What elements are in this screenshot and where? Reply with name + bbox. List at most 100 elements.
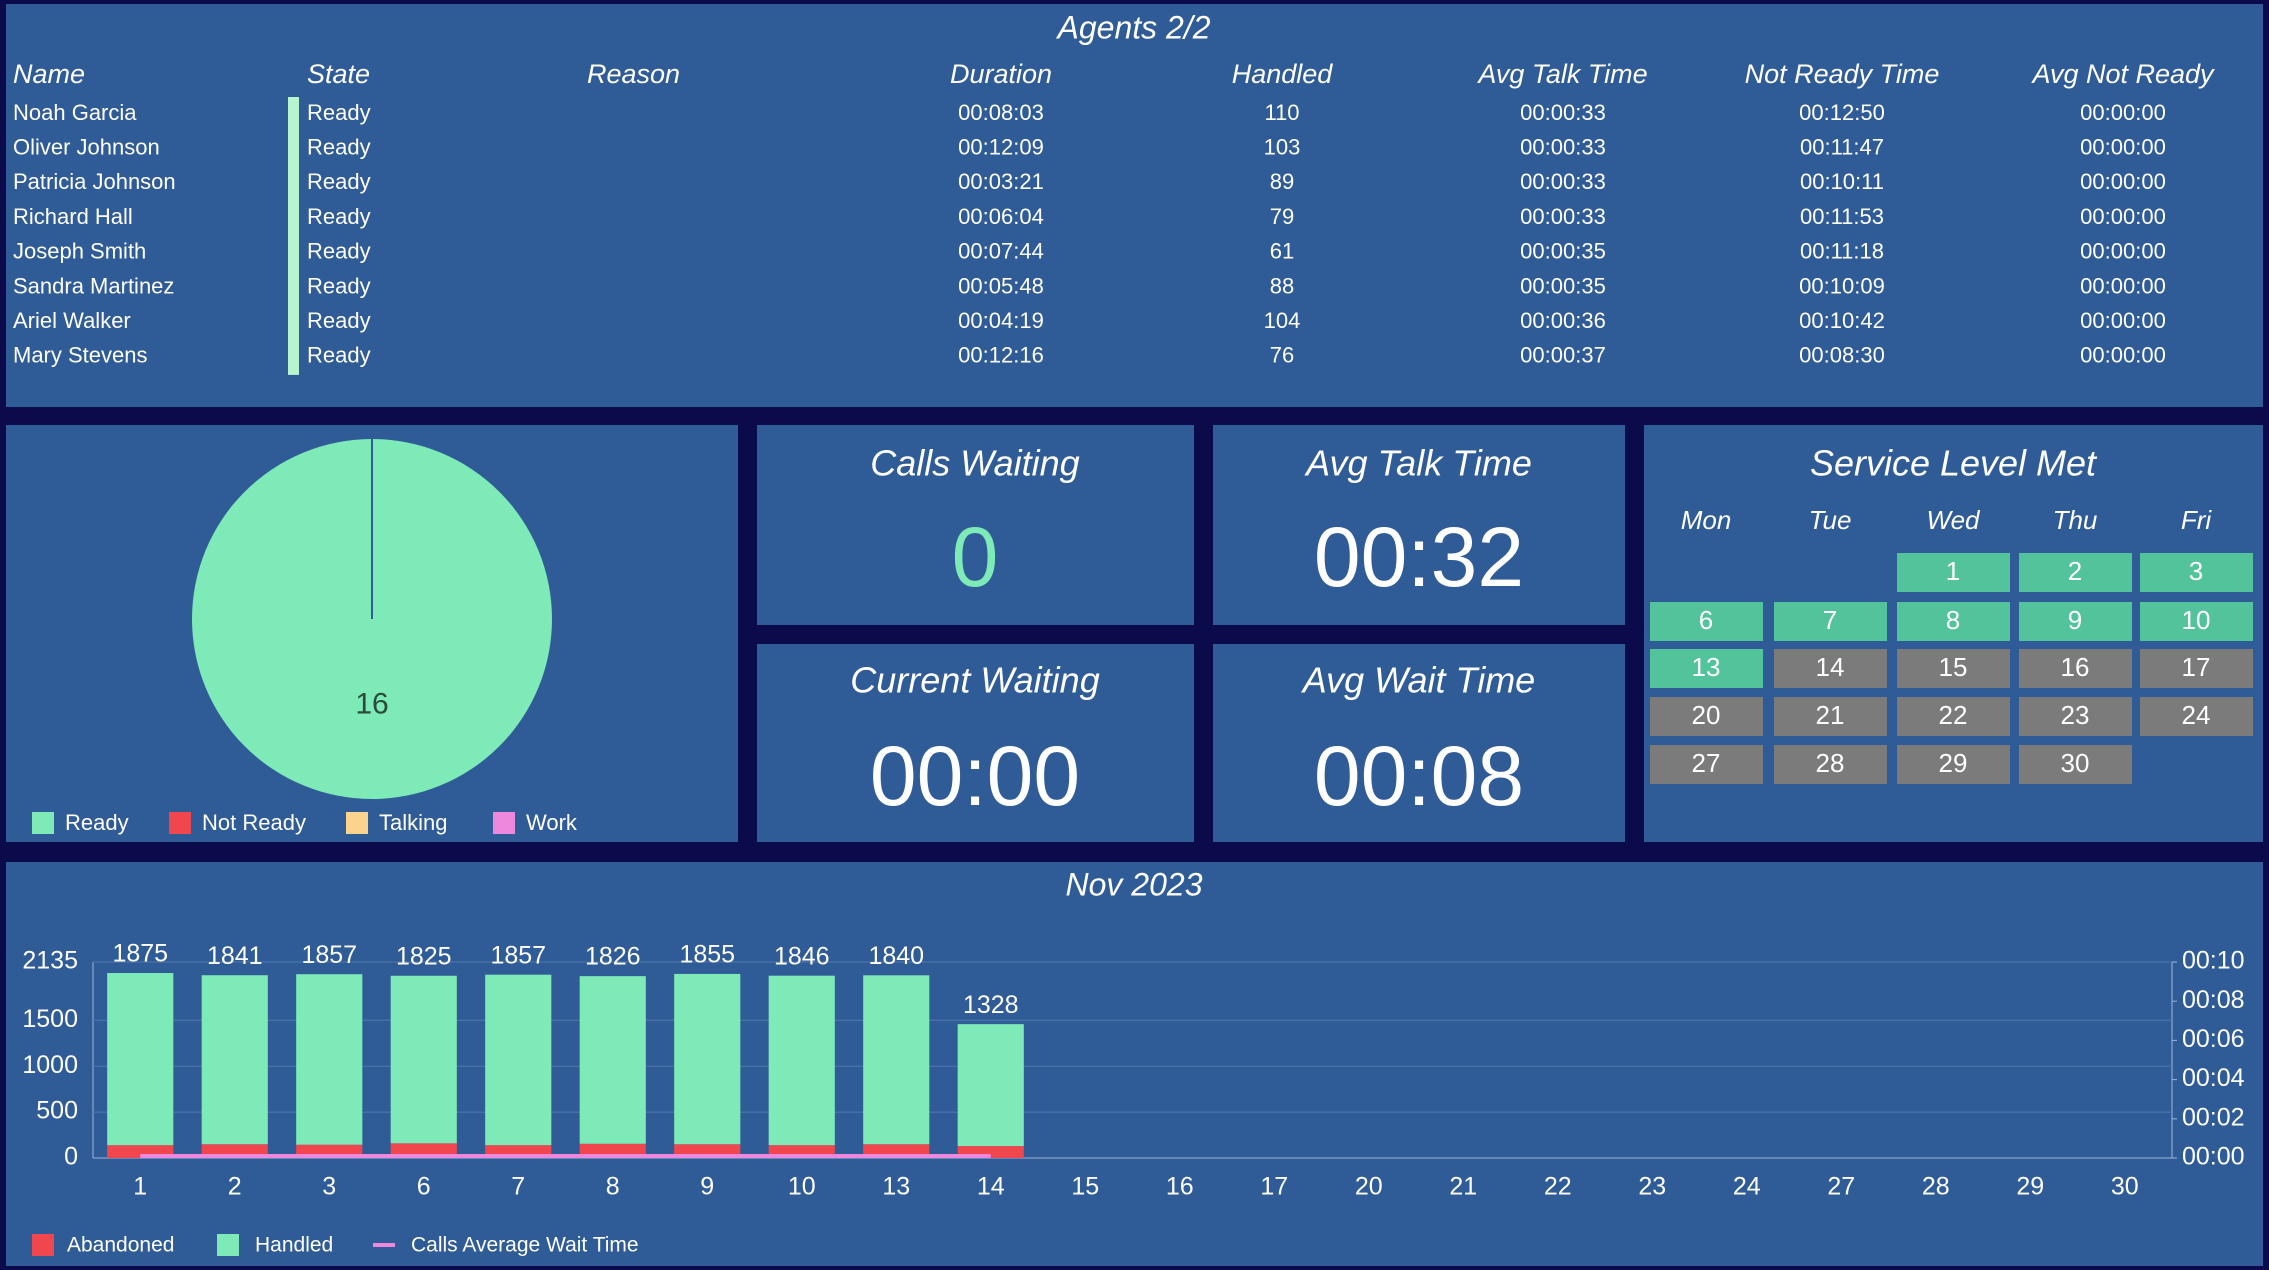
- column-header: Not Ready Time: [1745, 59, 1940, 89]
- cell: Noah Garcia: [13, 100, 137, 125]
- cell: 00:00:00: [2080, 204, 2166, 229]
- legend-swatch: [32, 1234, 54, 1256]
- cell: 76: [1270, 343, 1294, 368]
- day-number: 10: [2182, 605, 2211, 635]
- state-indicator: [288, 201, 299, 237]
- day-number: 27: [1692, 748, 1721, 778]
- cell: 00:00:00: [2080, 100, 2166, 125]
- cell: 00:12:16: [958, 343, 1044, 368]
- bar-segment: [957, 1146, 1024, 1158]
- cell: 00:11:18: [1800, 239, 1884, 264]
- day-number: 20: [1692, 700, 1721, 730]
- cell: 00:00:00: [2080, 135, 2166, 160]
- y-tick-label: 2135: [22, 947, 78, 975]
- tile-title: Avg Wait Time: [1301, 660, 1535, 701]
- cell: Joseph Smith: [13, 239, 146, 264]
- cell: 00:00:35: [1520, 273, 1606, 298]
- legend-swatch: [346, 812, 368, 834]
- day-number: 21: [1816, 700, 1845, 730]
- legend-label: Ready: [65, 810, 129, 835]
- column-header: State: [307, 59, 370, 89]
- cell: Ready: [307, 273, 371, 298]
- chart-panel: [6, 862, 2263, 1266]
- legend-swatch: [217, 1234, 239, 1256]
- y-tick-label: 1500: [22, 1005, 78, 1033]
- weekday: Fri: [2181, 505, 2213, 535]
- cell: Oliver Johnson: [13, 135, 160, 160]
- day-number: 15: [1939, 652, 1968, 682]
- calendar-day: [1897, 602, 2010, 641]
- state-indicator: [288, 270, 299, 306]
- bar-segment: [296, 974, 363, 1145]
- value-label: 1855: [679, 941, 735, 969]
- y-tick-label: 1000: [22, 1051, 78, 1079]
- cell: Ready: [307, 169, 371, 194]
- calendar-day: [1774, 602, 1887, 641]
- day-number: 2: [2068, 556, 2082, 586]
- calendar-day: [1774, 649, 1887, 688]
- cell: 00:10:09: [1799, 273, 1885, 298]
- value-label: 1846: [774, 942, 830, 970]
- day-number: 6: [1699, 605, 1713, 635]
- cell: 88: [1270, 273, 1294, 298]
- day-number: 13: [1692, 652, 1721, 682]
- x-tick-label: 14: [977, 1173, 1005, 1201]
- cell: 00:00:35: [1520, 239, 1606, 264]
- value-label: 1825: [396, 942, 452, 970]
- value-label: 1857: [301, 941, 357, 969]
- cell: Ready: [307, 135, 371, 160]
- calendar-day: [1650, 697, 1763, 736]
- cell: 00:00:36: [1520, 308, 1606, 333]
- cell: 00:00:33: [1520, 169, 1606, 194]
- y2-tick-label: 00:06: [2182, 1025, 2245, 1053]
- value-label: 1857: [490, 941, 546, 969]
- x-tick-label: 20: [1355, 1173, 1383, 1201]
- legend-label: Talking: [379, 810, 447, 835]
- x-tick-label: 16: [1166, 1173, 1194, 1201]
- calendar-day: [1774, 697, 1887, 736]
- x-tick-label: 28: [1922, 1173, 1950, 1201]
- tile-value: 00:08: [1314, 729, 1524, 823]
- cell: 00:12:09: [958, 135, 1044, 160]
- bar-segment: [768, 975, 835, 1146]
- day-number: 22: [1939, 700, 1968, 730]
- day-number: 30: [2061, 748, 2090, 778]
- legend-label: Abandoned: [67, 1234, 174, 1257]
- calendar-day: [1650, 602, 1763, 641]
- calendar-day: [2140, 697, 2253, 736]
- day-number: 14: [1816, 652, 1845, 682]
- cell: Mary Stevens: [13, 343, 148, 368]
- chart-title: Nov 2023: [1066, 866, 1203, 902]
- cell: 104: [1264, 308, 1301, 333]
- cell: 00:11:47: [1800, 135, 1884, 160]
- x-tick-label: 8: [606, 1173, 620, 1201]
- cell: 00:00:00: [2080, 273, 2166, 298]
- bar-segment: [107, 973, 174, 1146]
- tile-title: Avg Talk Time: [1304, 443, 1532, 484]
- x-tick-label: 3: [322, 1173, 336, 1201]
- calendar-title: Service Level Met: [1810, 443, 2098, 484]
- column-header: Avg Talk Time: [1476, 59, 1647, 89]
- legend-label: Work: [526, 810, 578, 835]
- x-tick-label: 17: [1260, 1173, 1288, 1201]
- calendar-day: [2140, 553, 2253, 592]
- day-number: 29: [1939, 748, 1968, 778]
- calendar-day: [2019, 602, 2132, 641]
- legend-swatch: [493, 812, 515, 834]
- calendar-day: [2019, 649, 2132, 688]
- x-tick-label: 2: [228, 1173, 242, 1201]
- day-number: 17: [2182, 652, 2211, 682]
- bar-segment: [201, 975, 268, 1145]
- x-tick-label: 9: [700, 1173, 714, 1201]
- bar-segment: [863, 975, 930, 1145]
- cell: 00:05:48: [958, 273, 1044, 298]
- bar-segment: [579, 976, 646, 1144]
- state-indicator: [288, 235, 299, 271]
- legend-label: Not Ready: [202, 810, 306, 835]
- day-number: 7: [1823, 605, 1837, 635]
- cell: Ready: [307, 100, 371, 125]
- cell: 00:12:50: [1799, 100, 1885, 125]
- legend-swatch: [169, 812, 191, 834]
- y2-tick-label: 00:10: [2182, 947, 2245, 975]
